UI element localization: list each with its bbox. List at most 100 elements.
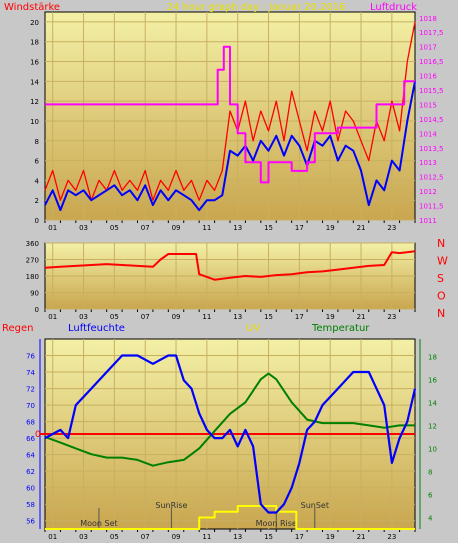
x-tick-label: 21 (357, 224, 366, 232)
wind-tick-label: 14 (30, 78, 39, 86)
rain-marker: 0 (35, 430, 41, 440)
temperature-tick-label: 4 (428, 514, 433, 522)
x-tick-label: 01 (48, 224, 57, 232)
wind-tick-label: 0 (35, 217, 39, 225)
uv-label: UV (246, 323, 260, 334)
humidity-tick-label: 66 (26, 435, 35, 443)
x-tick-label: 09 (172, 313, 181, 321)
compass-label: S (437, 272, 444, 285)
x-tick-label: 19 (326, 533, 335, 541)
x-tick-label: 01 (48, 533, 57, 541)
humidity-tick-label: 68 (26, 419, 35, 427)
temperature-tick-label: 8 (428, 468, 432, 476)
humidity-tick-label: 72 (26, 386, 35, 394)
pressure-tick-label: 1013 (419, 159, 437, 167)
humidity-series (44, 354, 417, 514)
event-label: Moon Rise (256, 519, 297, 528)
humidity-tick-label: 60 (26, 485, 35, 493)
wind-direction-series (44, 250, 416, 281)
x-tick-label: 19 (326, 313, 335, 321)
temperature-tick-label: 10 (428, 445, 437, 453)
compass-label: W (437, 255, 448, 268)
x-tick-label: 23 (387, 224, 396, 232)
humidity-tick-label: 56 (26, 518, 35, 526)
wind-tick-label: 10 (30, 118, 39, 126)
humidity-label: Luftfeuchte (68, 323, 125, 334)
temperature-label: Temperatur (311, 323, 370, 334)
wind-tick-label: 4 (35, 177, 40, 185)
wind-axis-label: Windstärke (4, 2, 60, 13)
wind-tick-label: 12 (30, 98, 39, 106)
temperature-tick-label: 12 (428, 422, 437, 430)
x-tick-label: 23 (387, 533, 396, 541)
event-label: Moon Set (80, 519, 117, 528)
direction-tick-label: 90 (30, 290, 39, 298)
humidity-tick-label: 74 (26, 369, 35, 377)
x-tick-label: 13 (233, 224, 242, 232)
direction-tick-label: 180 (26, 273, 39, 281)
pressure-tick-label: 1016 (419, 73, 437, 81)
humidity-tick-label: 64 (26, 452, 35, 460)
x-tick-label: 13 (233, 533, 242, 541)
humidity-tick-label: 76 (26, 353, 35, 361)
x-tick-label: 15 (264, 224, 273, 232)
x-tick-label: 05 (110, 533, 119, 541)
pressure-tick-label: 1012,5 (419, 174, 444, 182)
x-tick-label: 11 (202, 313, 211, 321)
x-tick-label: 21 (357, 313, 366, 321)
x-tick-label: 09 (172, 224, 181, 232)
direction-tick-label: 360 (26, 240, 39, 248)
x-tick-label: 11 (202, 533, 211, 541)
wind-tick-label: 18 (30, 39, 39, 47)
pressure-tick-label: 1011,5 (419, 203, 444, 211)
event-label: SunRise (155, 501, 187, 510)
wind-tick-label: 6 (35, 158, 40, 166)
pressure-tick-label: 1013,5 (419, 145, 444, 153)
x-tick-label: 07 (141, 313, 150, 321)
x-tick-label: 17 (295, 224, 304, 232)
x-tick-label: 15 (264, 533, 273, 541)
wind-average-series (44, 81, 416, 212)
x-tick-label: 11 (202, 224, 211, 232)
x-tick-label: 03 (79, 313, 88, 321)
temperature-tick-label: 14 (428, 399, 437, 407)
temperature-tick-label: 18 (428, 353, 437, 361)
pressure-tick-label: 1017,5 (419, 29, 444, 37)
pressure-tick-label: 1015 (419, 101, 437, 109)
direction-tick-label: 270 (26, 257, 39, 265)
x-tick-label: 07 (141, 533, 150, 541)
pressure-tick-label: 1014 (419, 130, 437, 138)
x-tick-label: 21 (357, 533, 366, 541)
x-tick-label: 13 (233, 313, 242, 321)
x-tick-label: 05 (110, 313, 119, 321)
compass-label: O (437, 290, 446, 303)
x-tick-label: 05 (110, 224, 119, 232)
pressure-series (45, 45, 415, 184)
temperature-series (44, 372, 415, 467)
x-tick-label: 17 (295, 313, 304, 321)
direction-tick-label: 0 (35, 306, 39, 314)
x-tick-label: 19 (326, 224, 335, 232)
x-tick-label: 23 (387, 313, 396, 321)
pressure-tick-label: 1016,5 (419, 58, 444, 66)
x-tick-label: 03 (79, 224, 88, 232)
wind-tick-label: 8 (35, 138, 39, 146)
pressure-tick-label: 1017 (419, 44, 437, 52)
x-tick-label: 09 (172, 533, 181, 541)
pressure-tick-label: 1018 (419, 15, 437, 23)
uv-series (45, 505, 415, 530)
humidity-tick-label: 70 (26, 402, 35, 410)
pressure-tick-label: 1011 (419, 217, 437, 225)
humidity-tick-label: 58 (26, 501, 35, 509)
wind-tick-label: 20 (30, 19, 39, 27)
compass-label: N (437, 307, 445, 320)
x-tick-label: 15 (264, 313, 273, 321)
temperature-tick-label: 6 (428, 491, 433, 499)
event-label: SunSet (301, 501, 329, 510)
temperature-tick-label: 16 (428, 376, 437, 384)
x-tick-label: 17 (295, 533, 304, 541)
chart-title: 24 hour graph day : Januar 20.2016 (166, 2, 345, 13)
x-tick-label: 03 (79, 533, 88, 541)
